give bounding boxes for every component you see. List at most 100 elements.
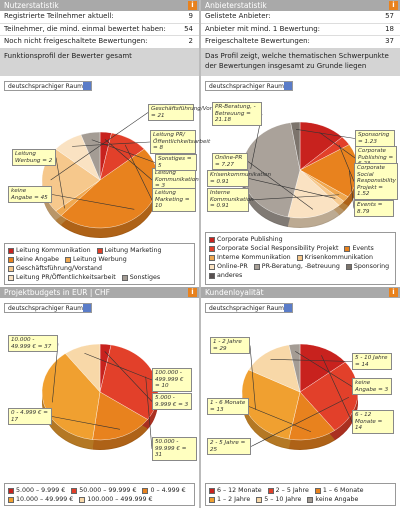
legend-label: 6 – 12 Monate: [217, 487, 262, 494]
leader-line: [319, 132, 356, 159]
legend-swatch: [253, 264, 260, 270]
data-label: Corporate Social Responsibility Projekt …: [354, 163, 398, 200]
leader-line: [124, 144, 153, 201]
legend-item: Krisenkommunikation: [296, 254, 374, 262]
legend-swatch: [209, 273, 215, 279]
info-icon[interactable]: i: [389, 288, 398, 297]
data-label: Sonstiges = 5: [155, 154, 197, 172]
legend-item: Geschäftsführung/Vorstand: [8, 265, 102, 273]
section-text: Funktionsprofil der Bewerter gesamt: [0, 48, 199, 76]
panel-header: Anbieterstatistik i: [201, 0, 400, 11]
data-label: Sponsoring = 1.23: [355, 130, 395, 148]
legend-label: 1 – 6 Monate: [322, 487, 364, 494]
stat-label: Teilnehmer, die mind. einmal bewertet ha…: [4, 24, 166, 33]
select-arrow: [284, 304, 292, 312]
region-select[interactable]: deutschsprachiger Raum: [4, 81, 92, 91]
stat-label: Noch nicht freigeschaltete Bewertungen:: [4, 37, 148, 45]
region-select[interactable]: deutschsprachiger Raum: [4, 303, 92, 313]
pie-slice: [299, 361, 359, 431]
panel-title: Projektbudgets in: [4, 288, 70, 297]
pie-slice: [80, 131, 101, 181]
data-label: Leitung PR/Öffentlichkeitsarbeit = 8: [150, 130, 210, 154]
legend-item: Events: [344, 245, 374, 253]
legend-swatch: [64, 257, 71, 263]
info-icon[interactable]: i: [188, 1, 197, 10]
legend-label: Krisenkommunikation: [304, 254, 374, 261]
data-label: PR-Beratung, -Betreuung = 21.18: [212, 102, 262, 126]
data-label: Interne Kommunikation = 0.91: [207, 188, 254, 212]
legend-swatch: [209, 497, 215, 503]
legend-item: Leitung Kommunikation: [8, 247, 91, 255]
data-label: 50.000 - 99.999 € = 31: [152, 437, 197, 461]
legend-item: 1 – 2 Jahre: [209, 496, 250, 504]
legend-item: 5.000 – 9.999 €: [8, 487, 65, 495]
currency-link[interactable]: CHF: [94, 288, 110, 297]
stat-value: 9: [188, 12, 193, 20]
legend-label: Events: [352, 245, 374, 252]
data-label: 0 - 4.999 € = 17: [8, 408, 52, 426]
legend-label: keine Angabe: [16, 256, 59, 263]
data-label: 100.000 - 499.999 € = 10: [152, 368, 192, 392]
legend-item: Leitung Werbung: [64, 256, 127, 264]
panel-title: Kundenloyalität: [205, 288, 264, 297]
legend-swatch: [121, 275, 128, 281]
leader-line: [295, 129, 356, 139]
leader-line: [270, 359, 353, 362]
leader-line: [250, 396, 350, 447]
stat-value: 18: [385, 24, 394, 33]
currency-link[interactable]: EUR: [72, 288, 88, 297]
info-icon[interactable]: i: [188, 288, 197, 297]
stat-label: Freigeschaltete Bewertungen:: [205, 37, 310, 45]
legend-item: keine Angabe: [307, 496, 358, 504]
stat-value: 54: [184, 24, 193, 33]
legend-label: Corporate Publishing: [217, 236, 283, 243]
leader-line: [104, 139, 153, 181]
legend-label: 100.000 – 499.999 €: [87, 496, 153, 503]
legend-swatch: [256, 497, 263, 503]
legend-label: 0 – 4.999 €: [150, 487, 186, 494]
stat-row: Anbieter mit mind. 1 Bewertung: 18: [201, 24, 400, 36]
legend: 6 – 12 Monate 2 – 5 Jahre 1 – 6 Monate 1 – …: [205, 483, 396, 506]
leader-line: [84, 352, 153, 381]
stat-value: 37: [385, 37, 394, 45]
panel-header: Projektbudgets in EUR | CHF i: [0, 287, 199, 298]
legend-swatch: [8, 257, 14, 263]
legend-swatch: [96, 248, 103, 254]
legend-item: Leitung Marketing: [96, 247, 161, 255]
legend-swatch: [345, 264, 352, 270]
legend-swatch: [209, 246, 215, 252]
data-label: 5 - 10 Jahre = 14: [352, 353, 392, 371]
info-icon[interactable]: i: [389, 1, 398, 10]
legend-item: keine Angabe: [8, 256, 59, 264]
stat-label: Anbieter mit mind. 1 Bewertung:: [205, 24, 321, 33]
legend-swatch: [8, 266, 14, 272]
legend-swatch: [8, 275, 14, 281]
select-arrow: [83, 304, 91, 312]
legend-label: 5.000 – 9.999 €: [16, 487, 66, 494]
legend-label: 1 – 2 Jahre: [217, 496, 251, 503]
stat-label: Registrierte Teilnehmer aktuell:: [4, 12, 114, 20]
data-label: Leitung Werbung = 2: [12, 149, 56, 167]
leader-line: [72, 141, 151, 147]
region-select[interactable]: deutschsprachiger Raum: [205, 81, 293, 91]
data-label: Krisenkommunikation = 0.91: [207, 170, 271, 188]
data-label: Geschäftsführung/Vorstand = 21: [148, 104, 228, 122]
pie-slice: [92, 391, 148, 441]
leader-line: [104, 351, 153, 402]
region-select[interactable]: deutschsprachiger Raum: [205, 303, 293, 313]
legend-item: Sonstiges: [121, 274, 160, 282]
legend-swatch: [209, 264, 215, 270]
legend-item: Corporate Social Responsibility Projekt: [209, 245, 338, 253]
legend: Corporate Publishing Corporate Social Res…: [205, 232, 396, 285]
legend-swatch: [267, 488, 274, 494]
data-label: 1 - 2 Jahre = 29: [210, 337, 250, 355]
leader-line: [55, 157, 65, 209]
leader-line: [51, 416, 121, 430]
leader-line: [248, 178, 336, 199]
legend-item: 1 – 6 Monate: [314, 487, 364, 495]
stat-value: 57: [385, 12, 394, 20]
select-arrow: [284, 82, 292, 90]
legend-label: Geschäftsführung/Vorstand: [16, 265, 102, 272]
